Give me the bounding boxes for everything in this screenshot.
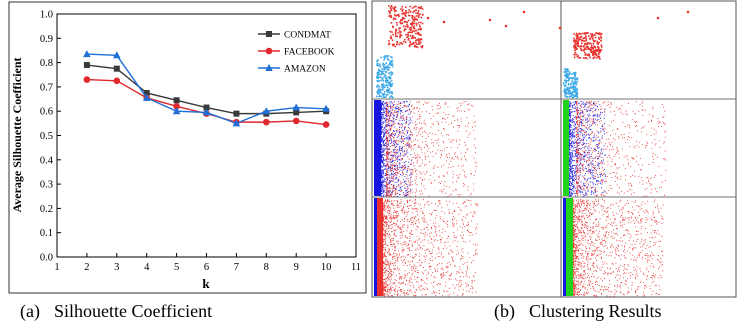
y-axis: 0.0 0.1 0.2 0.3 0.4 0.5 0.6 0.7 0.8 0.9 1.0 — [40, 10, 61, 264]
x-axis: 1 2 3 4 5 6 7 8 9 10 11 — [54, 253, 361, 273]
y-tick-label: 0.1 — [40, 228, 53, 239]
cluster-green-bar-right — [563, 100, 569, 196]
outlier-point — [522, 10, 526, 14]
legend-item-amazon: AMAZON — [258, 64, 326, 75]
caption-a-text: Silhouette Coefficient — [53, 301, 213, 321]
data-point — [83, 50, 91, 58]
data-point — [173, 97, 180, 104]
data-point — [292, 103, 300, 111]
x-tick-label: 4 — [144, 262, 150, 273]
data-point — [143, 89, 150, 96]
outlier-point — [426, 16, 430, 20]
data-point — [293, 109, 300, 116]
cluster-red-cloud-bottom-left — [382, 199, 478, 297]
cluster-red-bar-left — [377, 198, 383, 296]
x-tick-label: 5 — [174, 262, 179, 273]
y-tick-label: 0.0 — [40, 253, 53, 264]
data-point — [322, 121, 330, 128]
data-point — [233, 110, 240, 117]
outlier-point — [488, 18, 492, 22]
y-tick-label: 0.5 — [40, 131, 53, 142]
cluster-blue-edge-left — [374, 198, 377, 296]
data-point — [113, 77, 121, 85]
y-tick-label: 0.7 — [40, 82, 53, 93]
cluster-row-bottom — [374, 198, 664, 297]
cluster-row-middle — [374, 100, 667, 197]
legend-marker — [265, 64, 273, 71]
x-tick-label: 1 — [54, 262, 59, 273]
data-point — [83, 62, 90, 69]
outlier-point — [442, 20, 446, 24]
clustering-results-panel — [371, 0, 737, 298]
cluster-plots — [371, 0, 737, 298]
cluster-red-cloud-bottom-right — [573, 199, 664, 297]
outlier-point — [686, 10, 690, 14]
caption-b-label: (b) — [494, 301, 515, 321]
x-tick-label: 3 — [114, 262, 119, 273]
y-tick-label: 0.9 — [40, 34, 53, 45]
cluster-red-right — [573, 32, 603, 60]
legend-marker — [265, 47, 273, 55]
x-tick-label: 11 — [351, 262, 361, 273]
cluster-blue-cloud-left — [381, 101, 412, 197]
caption-a-label: (a) — [20, 301, 40, 321]
data-point — [203, 104, 210, 111]
legend: CONDMAT FACEBOOK AMAZON — [258, 31, 335, 75]
y-tick-label: 0.8 — [40, 58, 53, 69]
data-point — [263, 118, 270, 126]
data-point — [83, 76, 91, 83]
cluster-red-cloud-left — [386, 101, 477, 197]
data-point — [262, 107, 271, 115]
series-amazon — [83, 50, 330, 127]
caption-a: (a) Silhouette Coefficient — [20, 301, 212, 322]
y-tick-label: 0.4 — [40, 155, 54, 166]
silhouette-chart: 0.0 0.1 0.2 0.3 0.4 0.5 0.6 0.7 0.8 0.9 1.0 1 2 3 4 5 6… — [8, 1, 367, 294]
data-point — [113, 51, 121, 59]
data-point — [142, 93, 151, 101]
cluster-blue-edge-right — [563, 198, 566, 296]
x-tick-label: 9 — [294, 262, 299, 273]
x-tick-label: 2 — [84, 262, 89, 273]
results-frame — [371, 0, 737, 298]
data-point — [292, 117, 300, 125]
data-point — [172, 107, 181, 115]
legend-label: AMAZON — [284, 65, 326, 75]
legend-marker — [266, 31, 272, 37]
cluster-green-bar-bottom-right — [566, 198, 573, 296]
y-axis-label: Average Silhouette Coefficient — [10, 57, 24, 212]
cluster-blue-cloud-right — [569, 101, 606, 197]
cluster-blue-bar-left — [374, 100, 381, 196]
x-tick-label: 10 — [321, 262, 332, 273]
outlier-point — [504, 24, 508, 28]
data-point — [322, 104, 330, 112]
legend-item-facebook: FACEBOOK — [258, 48, 335, 58]
x-tick-label: 6 — [204, 262, 209, 273]
y-tick-label: 0.6 — [40, 107, 53, 118]
legend-label: CONDMAT — [284, 31, 331, 41]
data-point — [173, 103, 180, 110]
caption-b: (b) Clustering Results — [494, 301, 662, 322]
x-axis-label: k — [202, 276, 210, 291]
x-tick-label: 8 — [264, 262, 269, 273]
y-tick-label: 0.3 — [40, 180, 53, 191]
cluster-red-left — [388, 5, 424, 49]
cluster-cyan-left — [376, 55, 394, 99]
data-point — [202, 108, 211, 116]
outlier-point — [656, 16, 660, 20]
cluster-cyan-right — [563, 68, 579, 99]
y-tick-label: 0.2 — [40, 204, 53, 215]
x-tick-label: 7 — [234, 262, 239, 273]
y-tick-label: 1.0 — [40, 10, 53, 21]
outlier-point — [558, 26, 562, 30]
data-point — [232, 119, 241, 127]
series-group — [83, 50, 330, 128]
legend-label: FACEBOOK — [284, 48, 335, 58]
data-point — [113, 65, 120, 72]
cluster-row-top — [376, 5, 690, 99]
legend-item-condmat: CONDMAT — [258, 31, 331, 41]
caption-b-text: Clustering Results — [529, 301, 662, 321]
